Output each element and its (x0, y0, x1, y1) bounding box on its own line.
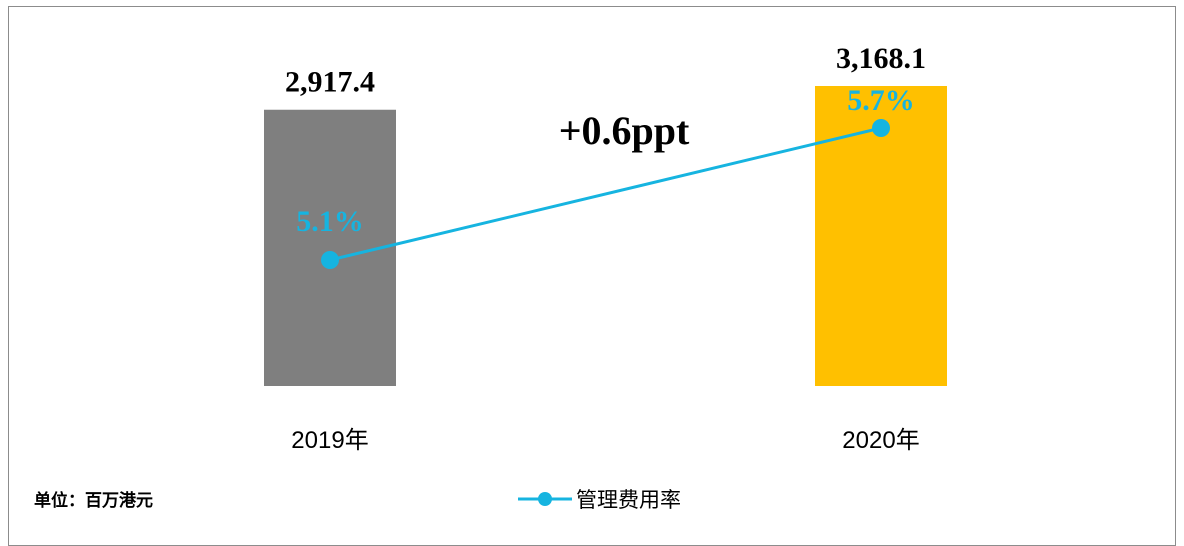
chart-plot: 2,917.4 2019年 3,168.1 2020年 5.1% 5.7% +0.6ppt (264, 42, 947, 454)
rate-point-0 (321, 251, 339, 269)
rate-value-label-0: 5.1% (296, 205, 364, 238)
category-label-0: 2019年 (291, 427, 368, 454)
category-label-1: 2020年 (842, 427, 919, 454)
bar-0 (264, 109, 396, 387)
rate-point-1 (872, 119, 890, 137)
unit-note: 单位：百万港元 (34, 491, 153, 510)
legend-swatch (518, 492, 572, 506)
bar-value-label-0: 2,917.4 (285, 66, 375, 99)
rate-value-label-1: 5.7% (847, 84, 915, 117)
change-annotation: +0.6ppt (559, 108, 690, 153)
legend-label: 管理费用率 (576, 489, 681, 512)
legend: 管理费用率 (516, 484, 681, 514)
rate-line-segment (329, 126, 882, 262)
bar-value-label-1: 3,168.1 (836, 42, 926, 75)
